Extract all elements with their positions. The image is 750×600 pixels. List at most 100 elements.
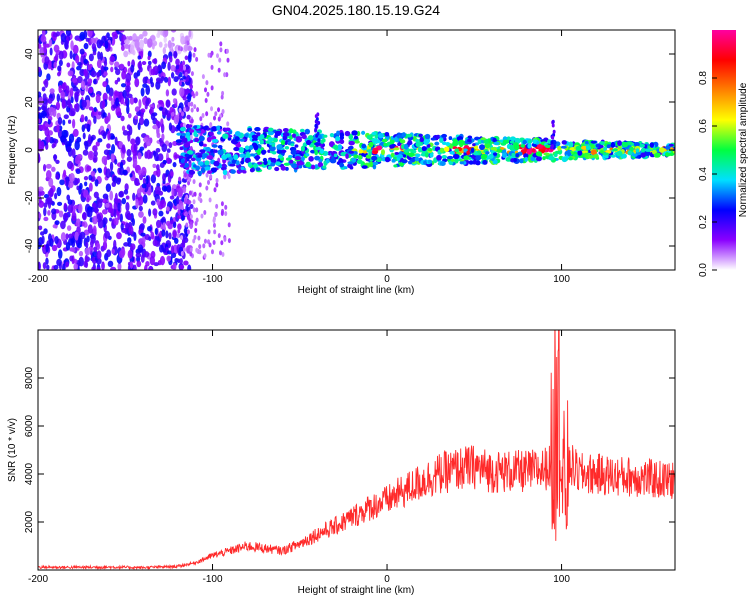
heat-cell xyxy=(496,148,503,153)
heat-cell xyxy=(176,124,181,130)
heat-cell xyxy=(233,146,240,152)
heat-cell xyxy=(314,142,321,146)
heat-cell xyxy=(256,149,262,155)
heat-cell xyxy=(174,154,180,159)
heat-cell xyxy=(308,156,314,162)
heat-cell xyxy=(152,239,158,247)
heat-cell xyxy=(60,91,66,99)
heat-cell xyxy=(520,144,526,148)
heat-cell xyxy=(179,258,183,265)
heat-cell xyxy=(113,239,117,250)
heat-cell xyxy=(397,142,402,147)
heat-cell xyxy=(550,140,554,145)
heat-cell xyxy=(74,155,81,165)
heat-cell xyxy=(189,214,193,220)
heat-cell xyxy=(548,155,555,161)
heat-cell xyxy=(189,251,193,257)
heat-cell xyxy=(439,137,444,143)
heat-cell xyxy=(490,146,497,151)
heat-cell xyxy=(485,151,490,155)
y-tick-label: -20 xyxy=(24,190,35,205)
heat-cell xyxy=(167,76,172,87)
heat-cell xyxy=(90,239,94,248)
heat-cell xyxy=(151,42,155,50)
heat-cell xyxy=(116,232,122,240)
heat-cell xyxy=(523,153,529,159)
heat-cell xyxy=(193,47,197,53)
heat-cell xyxy=(104,230,110,239)
heat-cell xyxy=(87,78,93,85)
heat-cell xyxy=(128,225,134,235)
heat-cell xyxy=(223,236,227,242)
heat-cell xyxy=(169,55,173,63)
heat-cell xyxy=(170,252,177,259)
heat-cell xyxy=(125,72,132,83)
heat-cell xyxy=(316,131,320,136)
heat-cell xyxy=(88,182,93,192)
heat-cell xyxy=(285,157,292,161)
y-tick-label: 40 xyxy=(24,48,35,60)
heat-cell xyxy=(140,254,145,263)
heat-cell xyxy=(665,152,670,157)
heat-cell xyxy=(183,199,187,205)
heat-cell xyxy=(197,161,204,166)
heat-cell xyxy=(110,152,115,162)
heat-cell xyxy=(140,87,145,97)
heat-cell xyxy=(600,150,604,154)
heat-cell xyxy=(317,138,321,143)
heat-cell xyxy=(84,181,88,187)
heat-cell xyxy=(488,153,494,159)
heat-cell xyxy=(371,131,377,136)
heat-cell xyxy=(141,183,147,189)
heat-cell xyxy=(473,158,477,165)
heat-cell xyxy=(137,152,142,160)
heat-cell xyxy=(289,159,294,164)
heat-cell xyxy=(521,149,526,153)
heat-cell xyxy=(130,64,135,73)
heat-cell xyxy=(114,61,120,68)
heat-cell xyxy=(48,39,53,47)
heat-cell xyxy=(189,221,194,230)
heat-cell xyxy=(81,221,85,227)
heat-cell xyxy=(118,30,125,33)
heat-cell xyxy=(305,153,310,157)
heat-cell xyxy=(85,37,90,42)
heat-cell xyxy=(86,165,92,172)
heat-cell xyxy=(113,217,119,226)
heat-cell xyxy=(199,116,203,122)
heat-cell xyxy=(49,238,54,247)
heat-cell xyxy=(65,176,69,187)
heat-cell xyxy=(47,119,51,125)
heat-cell xyxy=(199,149,206,153)
heat-cell xyxy=(205,146,211,153)
heat-cell xyxy=(53,44,60,53)
heat-cell xyxy=(212,222,216,228)
heat-cell xyxy=(184,55,189,61)
heat-cell xyxy=(198,244,202,250)
heat-cell xyxy=(190,71,194,77)
heat-cell xyxy=(200,213,204,219)
heat-cell xyxy=(168,122,173,131)
heat-cell xyxy=(147,55,151,61)
heat-cell xyxy=(191,90,195,96)
heat-cell xyxy=(361,165,368,169)
heat-cell xyxy=(253,163,258,169)
heat-cell xyxy=(140,113,144,119)
spectrogram-y-ticks: -40 -20 0 20 40 xyxy=(24,48,675,253)
heat-cell xyxy=(82,132,86,140)
heat-cell xyxy=(41,86,46,92)
heat-cell xyxy=(267,136,273,143)
heat-cell xyxy=(609,147,614,151)
heat-cell xyxy=(60,232,66,242)
heat-cell xyxy=(196,107,200,113)
heat-cell xyxy=(88,87,94,94)
heat-cell xyxy=(349,165,354,170)
heat-cell xyxy=(276,149,283,154)
heat-cell xyxy=(109,217,113,222)
heat-cell xyxy=(180,126,186,132)
heat-cell xyxy=(228,156,234,161)
heat-cell xyxy=(616,150,623,157)
heat-cell xyxy=(391,158,396,163)
heat-cell xyxy=(109,190,114,201)
heat-cell xyxy=(134,39,140,49)
